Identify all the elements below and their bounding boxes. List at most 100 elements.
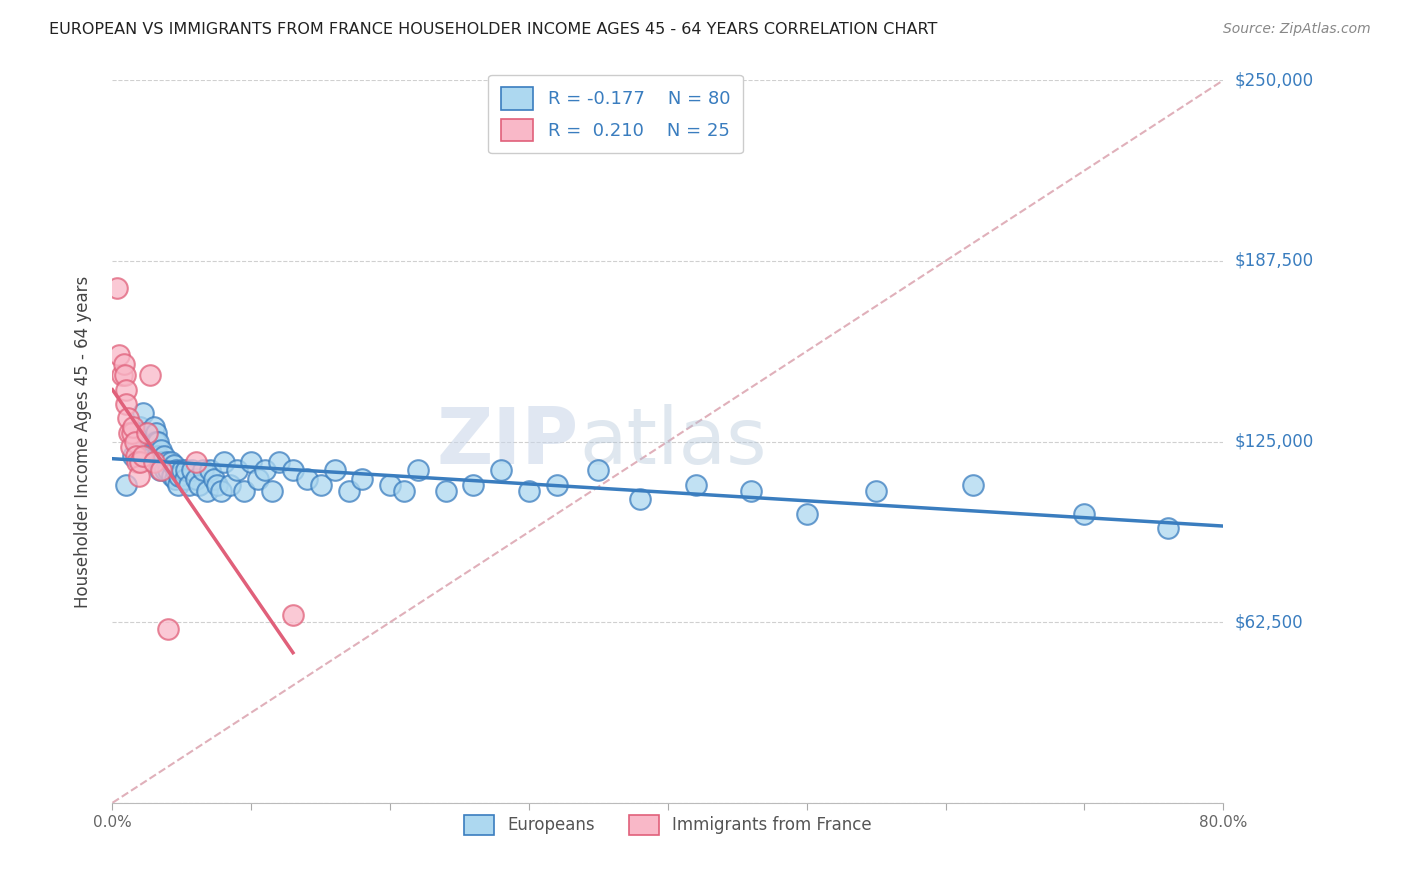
Point <box>337 483 360 498</box>
Point <box>111 368 134 382</box>
Text: $62,500: $62,500 <box>1234 613 1303 632</box>
Point <box>962 478 984 492</box>
Point <box>132 449 155 463</box>
Point <box>128 469 150 483</box>
Point <box>166 478 188 492</box>
Point <box>149 463 172 477</box>
Point <box>352 472 374 486</box>
Point <box>323 463 346 477</box>
Point <box>796 507 818 521</box>
Point <box>163 472 186 486</box>
Point <box>135 434 157 449</box>
Point <box>118 425 141 440</box>
Point <box>254 463 277 477</box>
Point <box>380 478 402 492</box>
Text: $187,500: $187,500 <box>1234 252 1313 270</box>
Point <box>162 458 184 472</box>
Point <box>209 483 232 498</box>
Point <box>219 478 242 492</box>
Point <box>309 478 332 492</box>
Point <box>295 472 318 486</box>
Point <box>588 463 610 477</box>
Point <box>122 420 145 434</box>
Point <box>138 434 160 449</box>
Point <box>174 463 197 477</box>
Point <box>114 368 136 382</box>
Point <box>143 434 166 449</box>
Point <box>124 434 146 449</box>
Point <box>184 472 207 486</box>
Legend: Europeans, Immigrants from France: Europeans, Immigrants from France <box>454 805 882 845</box>
Point <box>392 483 415 498</box>
Point <box>240 455 263 469</box>
Point <box>157 623 180 637</box>
Point <box>205 478 228 492</box>
Point <box>108 348 131 362</box>
Point <box>132 406 155 420</box>
Point <box>1156 521 1178 535</box>
Point <box>129 455 152 469</box>
Point <box>184 455 207 469</box>
Point <box>152 455 174 469</box>
Point <box>267 455 291 469</box>
Text: $125,000: $125,000 <box>1234 433 1313 450</box>
Y-axis label: Householder Income Ages 45 - 64 years: Householder Income Ages 45 - 64 years <box>73 276 91 607</box>
Point <box>120 440 142 454</box>
Point <box>740 483 762 498</box>
Point <box>202 472 225 486</box>
Point <box>173 472 195 486</box>
Point <box>191 463 214 477</box>
Point <box>129 420 152 434</box>
Point <box>281 607 304 622</box>
Point <box>212 455 235 469</box>
Point <box>122 449 145 463</box>
Point <box>150 443 173 458</box>
Point <box>187 478 209 492</box>
Point <box>117 411 139 425</box>
Point <box>149 455 172 469</box>
Point <box>148 434 170 449</box>
Point <box>153 449 176 463</box>
Point <box>159 455 181 469</box>
Point <box>105 281 128 295</box>
Point <box>143 420 166 434</box>
Point <box>127 455 149 469</box>
Point <box>142 449 165 463</box>
Point <box>180 463 202 477</box>
Text: $250,000: $250,000 <box>1234 71 1313 89</box>
Point <box>125 449 148 463</box>
Point <box>170 463 193 477</box>
Point <box>1073 507 1095 521</box>
Point <box>115 397 138 411</box>
Point <box>247 472 270 486</box>
Point <box>155 463 177 477</box>
Point <box>139 429 162 443</box>
Point <box>157 463 180 477</box>
Point <box>167 469 190 483</box>
Point <box>865 483 887 498</box>
Point <box>132 425 155 440</box>
Point <box>491 463 513 477</box>
Point <box>115 383 138 397</box>
Point <box>685 478 707 492</box>
Point <box>143 455 166 469</box>
Point <box>177 478 200 492</box>
Point <box>115 478 138 492</box>
Point <box>150 463 173 477</box>
Point <box>145 425 167 440</box>
Point <box>198 463 221 477</box>
Point <box>112 357 135 371</box>
Point <box>121 425 143 440</box>
Point <box>281 463 304 477</box>
Point <box>145 434 167 449</box>
Point <box>226 463 249 477</box>
Text: Source: ZipAtlas.com: Source: ZipAtlas.com <box>1223 22 1371 37</box>
Point <box>148 449 170 463</box>
Text: atlas: atlas <box>579 403 766 480</box>
Point <box>141 434 163 449</box>
Text: ZIP: ZIP <box>437 403 579 480</box>
Point <box>546 478 568 492</box>
Point <box>141 443 163 458</box>
Point <box>463 478 485 492</box>
Point <box>406 463 429 477</box>
